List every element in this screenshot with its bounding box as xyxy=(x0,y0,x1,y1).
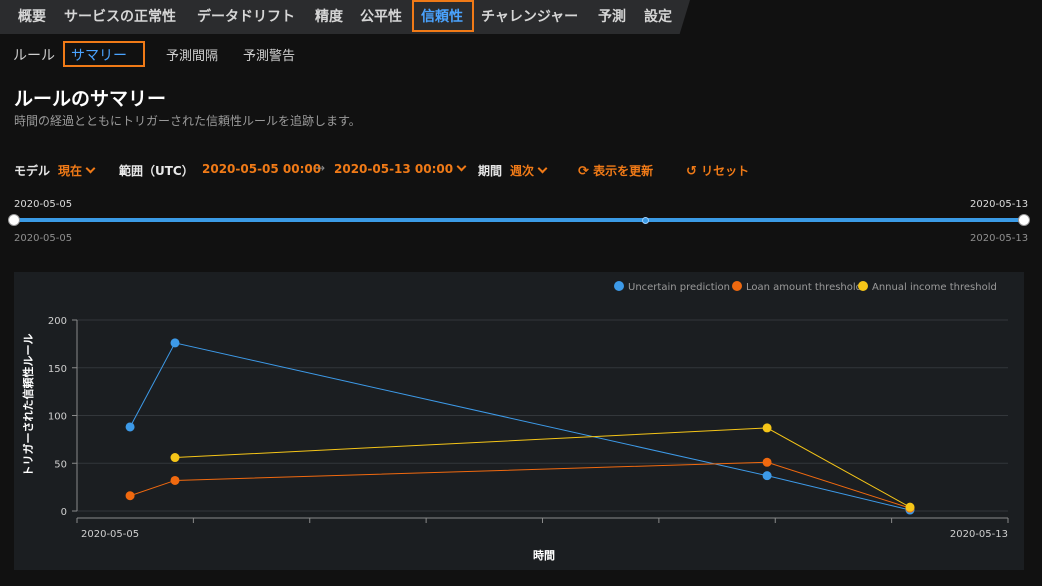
slider-mid-marker xyxy=(642,217,649,224)
period-dropdown[interactable]: 週次 xyxy=(510,162,548,179)
legend-marker xyxy=(858,281,868,291)
data-point xyxy=(762,423,772,433)
subtab-prediction-warnings[interactable]: 予測警告 xyxy=(243,49,296,64)
legend-label: Uncertain prediction xyxy=(628,282,730,293)
model-label: モデル xyxy=(14,164,51,178)
slider-min-label: 2020-05-05 xyxy=(14,233,73,244)
tab-fairness[interactable]: 公平性 xyxy=(360,9,402,25)
top-nav: 概要 サービスの正常性 データドリフト 精度 公平性 信頼性 チャレンジャー 予… xyxy=(0,0,690,34)
x-tick-label: 2020-05-05 xyxy=(81,529,139,540)
period-label: 期間 xyxy=(478,164,503,178)
subtab-prediction-intervals[interactable]: 予測間隔 xyxy=(166,49,219,64)
range-slider-track[interactable] xyxy=(14,218,1024,222)
y-tick-label: 0 xyxy=(61,507,67,518)
tab-accuracy[interactable]: 精度 xyxy=(315,9,343,25)
chevron-down-icon xyxy=(85,163,96,174)
series-line xyxy=(129,461,911,509)
x-tick-label: 2020-05-13 xyxy=(950,529,1008,540)
legend-label: Annual income threshold xyxy=(872,282,997,293)
series-line xyxy=(129,342,911,511)
y-tick-label: 200 xyxy=(48,316,67,327)
legend-label: Loan amount threshold xyxy=(746,282,862,293)
range-label: 範囲（UTC） xyxy=(119,164,194,178)
range-end-picker[interactable]: 2020-05-13 00:00 xyxy=(334,161,467,176)
legend-marker xyxy=(614,281,624,291)
data-point xyxy=(170,475,180,485)
slider-end-label: 2020-05-13 xyxy=(970,199,1029,210)
data-point xyxy=(905,502,915,512)
range-end-value: 2020-05-13 00:00 xyxy=(334,162,454,176)
tab-service-health[interactable]: サービスの正常性 xyxy=(64,9,176,25)
subtab-summary[interactable]: サマリー xyxy=(71,48,127,64)
tab-humility[interactable]: 信頼性 xyxy=(421,9,463,25)
rules-line-chart: 0 50 100 150 200 2020-05-05 2020-05-13 時間 トリガーされ… xyxy=(21,281,1009,562)
undo-icon: ↺ xyxy=(686,164,697,179)
range-start-value: 2020-05-05 00:00 xyxy=(202,162,322,176)
active-tab-highlight xyxy=(412,0,474,32)
refresh-button[interactable]: ⟳ 表示を更新 xyxy=(578,162,653,179)
series-line xyxy=(174,427,911,508)
chevron-down-icon xyxy=(456,161,467,172)
data-point xyxy=(170,338,180,348)
tab-overview[interactable]: 概要 xyxy=(18,9,46,25)
range-start-picker[interactable]: 2020-05-05 00:00 xyxy=(202,162,321,176)
data-point xyxy=(125,422,135,432)
y-tick-label: 150 xyxy=(48,364,67,375)
data-point xyxy=(762,457,772,467)
chart-panel: 0 50 100 150 200 2020-05-05 2020-05-13 時間 トリガーされ… xyxy=(14,272,1024,570)
refresh-icon: ⟳ xyxy=(578,164,589,179)
x-axis-label: 時間 xyxy=(533,548,555,562)
tab-predictions[interactable]: 予測 xyxy=(598,9,626,25)
tab-challengers[interactable]: チャレンジャー xyxy=(481,9,579,25)
y-tick-label: 50 xyxy=(54,459,67,470)
arrow-right-icon: → xyxy=(315,161,326,175)
active-subtab-highlight xyxy=(63,41,145,67)
slider-start-handle[interactable] xyxy=(8,214,20,226)
y-tick-label: 100 xyxy=(48,412,67,423)
reset-label: リセット xyxy=(701,164,750,178)
tab-settings[interactable]: 設定 xyxy=(644,9,672,25)
y-axis-label: トリガーされた信頼性ルール xyxy=(21,334,35,477)
slider-start-label: 2020-05-05 xyxy=(14,199,73,210)
model-dropdown[interactable]: 現在 xyxy=(58,162,96,179)
data-point xyxy=(125,491,135,501)
page-title: ルールのサマリー xyxy=(14,88,167,110)
data-point xyxy=(170,453,180,463)
slider-end-handle[interactable] xyxy=(1018,214,1030,226)
model-value: 現在 xyxy=(58,164,83,178)
tab-data-drift[interactable]: データドリフト xyxy=(197,9,295,25)
refresh-label: 表示を更新 xyxy=(593,164,654,178)
legend-marker xyxy=(732,281,742,291)
slider-max-label: 2020-05-13 xyxy=(970,233,1029,244)
period-value: 週次 xyxy=(510,164,535,178)
subtab-rules[interactable]: ルール xyxy=(13,48,55,64)
data-point xyxy=(762,471,772,481)
chevron-down-icon xyxy=(537,163,548,174)
reset-button[interactable]: ↺ リセット xyxy=(686,162,749,179)
page-description: 時間の経過とともにトリガーされた信頼性ルールを追跡します。 xyxy=(14,114,361,128)
